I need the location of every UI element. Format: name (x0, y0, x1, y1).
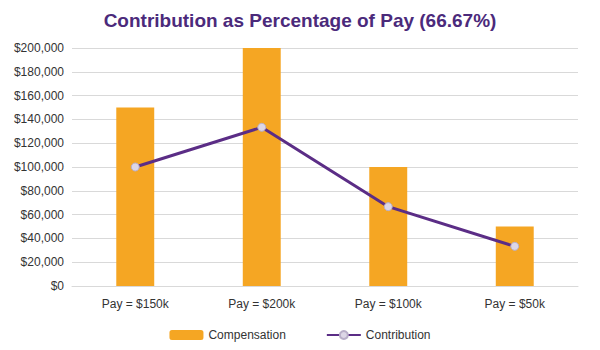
svg-text:$160,000: $160,000 (14, 89, 64, 103)
svg-text:$0: $0 (51, 279, 65, 293)
svg-text:$60,000: $60,000 (21, 208, 65, 222)
svg-text:Compensation: Compensation (208, 328, 285, 342)
svg-text:$120,000: $120,000 (14, 136, 64, 150)
svg-text:$180,000: $180,000 (14, 65, 64, 79)
svg-text:Contribution as Percentage of: Contribution as Percentage of Pay (66.67… (104, 10, 497, 31)
svg-text:Pay = $150k: Pay = $150k (102, 297, 170, 311)
svg-text:Contribution: Contribution (366, 328, 431, 342)
svg-text:Pay = $50k: Pay = $50k (485, 297, 546, 311)
svg-text:$80,000: $80,000 (21, 184, 65, 198)
svg-text:$20,000: $20,000 (21, 255, 65, 269)
svg-text:Pay = $200k: Pay = $200k (228, 297, 296, 311)
svg-text:Pay = $100k: Pay = $100k (355, 297, 423, 311)
svg-text:$100,000: $100,000 (14, 160, 64, 174)
svg-text:$140,000: $140,000 (14, 112, 64, 126)
svg-text:$40,000: $40,000 (21, 231, 65, 245)
svg-text:$200,000: $200,000 (14, 41, 64, 55)
